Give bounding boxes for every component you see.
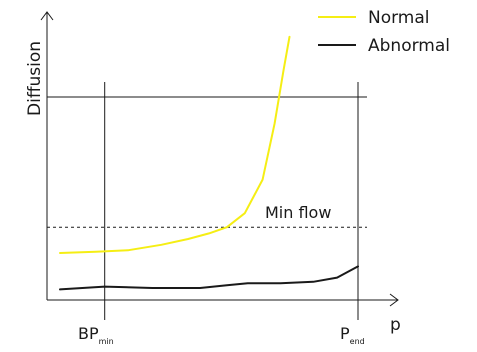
legend: Normal Abnormal [318, 8, 450, 56]
legend-label-abnormal: Abnormal [368, 36, 450, 56]
bp-min-label-main: BP [78, 324, 99, 343]
y-axis-arrow [40, 11, 54, 21]
series-line-normal [59, 35, 291, 254]
p-end-label: Pend [340, 324, 365, 346]
series-lines [59, 35, 359, 291]
y-axis-label: Diffusion [25, 41, 45, 116]
legend-label-normal: Normal [368, 8, 430, 28]
series-line-abnormal [59, 265, 359, 291]
min-flow-label: Min flow [265, 203, 331, 222]
p-end-label-main: P [340, 324, 350, 343]
reference-lines [47, 82, 367, 320]
bp-min-label: BPmin [78, 324, 114, 346]
bp-min-label-sub: min [99, 337, 114, 346]
x-axis-label: p [390, 315, 401, 335]
p-end-label-sub: end [350, 337, 365, 346]
x-axis-arrow [389, 293, 399, 307]
